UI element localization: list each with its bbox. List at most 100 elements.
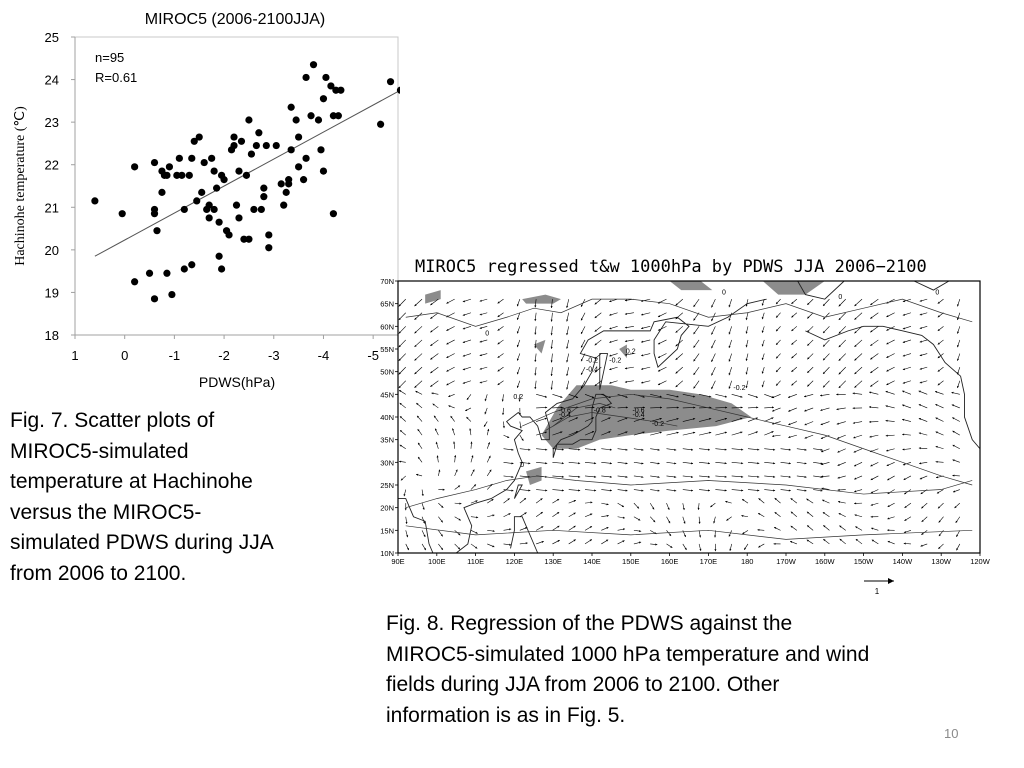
- wind-vector: [601, 514, 609, 518]
- wind-vector: [728, 367, 732, 376]
- scatter-point: [158, 188, 166, 196]
- wind-vector: [552, 511, 560, 517]
- wind-vector: [957, 380, 961, 389]
- wind-vector: [633, 530, 642, 533]
- scatter-point: [250, 205, 258, 214]
- wind-vector: [497, 353, 504, 359]
- wind-vector: [584, 475, 597, 478]
- wind-vector: [715, 489, 727, 492]
- wind-vector: [483, 421, 488, 427]
- wind-vector: [886, 448, 895, 452]
- wind-vector: [666, 417, 679, 422]
- scatter-point: [190, 137, 198, 145]
- wind-vector: [764, 417, 774, 422]
- wind-vector: [761, 367, 765, 374]
- map-lat-label: 45N: [380, 390, 394, 399]
- wind-vector: [902, 312, 912, 316]
- wind-vector: [568, 525, 576, 531]
- wind-vector: [650, 462, 660, 465]
- wind-vector: [807, 353, 814, 360]
- wind-vector: [666, 394, 679, 398]
- wind-vector: [552, 448, 564, 451]
- map-lat-label: 25N: [380, 481, 394, 490]
- wind-vector: [764, 406, 774, 409]
- wind-vector: [870, 326, 879, 333]
- wind-vector: [854, 312, 863, 320]
- wind-vector: [838, 312, 846, 321]
- wind-vector: [641, 366, 651, 370]
- wind-vector: [466, 394, 472, 401]
- wind-vector: [937, 298, 944, 304]
- wind-vector: [519, 542, 528, 545]
- wind-vector: [934, 391, 944, 395]
- wind-vector: [886, 353, 895, 359]
- wind-vector: [566, 380, 570, 390]
- wind-vector: [584, 431, 595, 436]
- wind-vector: [641, 353, 651, 357]
- scatter-point: [377, 120, 385, 128]
- scatter-x-tick-label: 1: [71, 348, 78, 363]
- map-lon-label: 90E: [391, 557, 404, 566]
- wind-vector: [566, 367, 570, 376]
- wind-vector: [398, 298, 406, 307]
- wind-vector: [405, 543, 410, 551]
- wind-vector: [870, 298, 879, 306]
- wind-vector: [791, 380, 798, 386]
- map-lat-label: 70N: [380, 277, 394, 286]
- wind-vector: [957, 367, 961, 375]
- wind-vector: [936, 489, 944, 494]
- wind-vector: [902, 433, 911, 436]
- wind-vector: [414, 380, 423, 388]
- wind-vector: [728, 339, 732, 349]
- wind-vector: [813, 462, 823, 465]
- wind-vector: [518, 394, 521, 402]
- scatter-point: [337, 86, 345, 94]
- wind-vector: [902, 418, 912, 422]
- wind-vector: [398, 353, 406, 361]
- wind-vector: [535, 511, 543, 517]
- wind-vector: [710, 502, 716, 508]
- wind-vector: [479, 366, 488, 370]
- wind-vector: [918, 432, 928, 436]
- map-lon-label: 140E: [583, 557, 601, 566]
- scatter-point: [178, 171, 186, 179]
- wind-vector: [503, 543, 512, 546]
- wind-vector: [853, 448, 863, 453]
- map-contours: [405, 298, 973, 540]
- wind-vector: [431, 392, 439, 395]
- wind-vector: [902, 353, 912, 357]
- wind-vector: [601, 448, 612, 451]
- wind-vector: [601, 489, 612, 492]
- wind-vector: [436, 455, 439, 463]
- wind-vector: [487, 514, 495, 518]
- scatter-point: [265, 231, 273, 239]
- wind-vector: [870, 462, 879, 467]
- map-shaded-region: [619, 344, 627, 359]
- wind-vector: [421, 543, 427, 551]
- scatter-y-tick-label: 22: [45, 158, 59, 173]
- wind-vector: [470, 516, 479, 519]
- scatter-point: [220, 176, 228, 184]
- wind-vector: [479, 298, 488, 302]
- wind-vector: [446, 339, 455, 345]
- wind-vector: [519, 497, 527, 504]
- map-lat-label: 60N: [380, 322, 394, 331]
- wind-vector: [497, 326, 504, 331]
- wind-vector: [675, 312, 683, 320]
- wind-vector: [870, 339, 879, 347]
- wind-vector: [887, 516, 895, 520]
- wind-vector: [870, 380, 879, 387]
- wind-vector: [609, 339, 618, 343]
- wind-vector: [952, 474, 960, 477]
- wind-vector: [414, 298, 423, 307]
- map-lon-label: 160E: [661, 557, 679, 566]
- wind-vector: [747, 406, 759, 409]
- wind-vector: [399, 416, 406, 422]
- wind-vector: [438, 469, 441, 476]
- map-coastline: [805, 325, 981, 450]
- wind-vector: [641, 380, 651, 384]
- map-lon-label: 110E: [467, 557, 484, 566]
- wind-vector: [903, 542, 911, 545]
- wind-vector: [633, 417, 645, 422]
- wind-vector: [711, 353, 716, 362]
